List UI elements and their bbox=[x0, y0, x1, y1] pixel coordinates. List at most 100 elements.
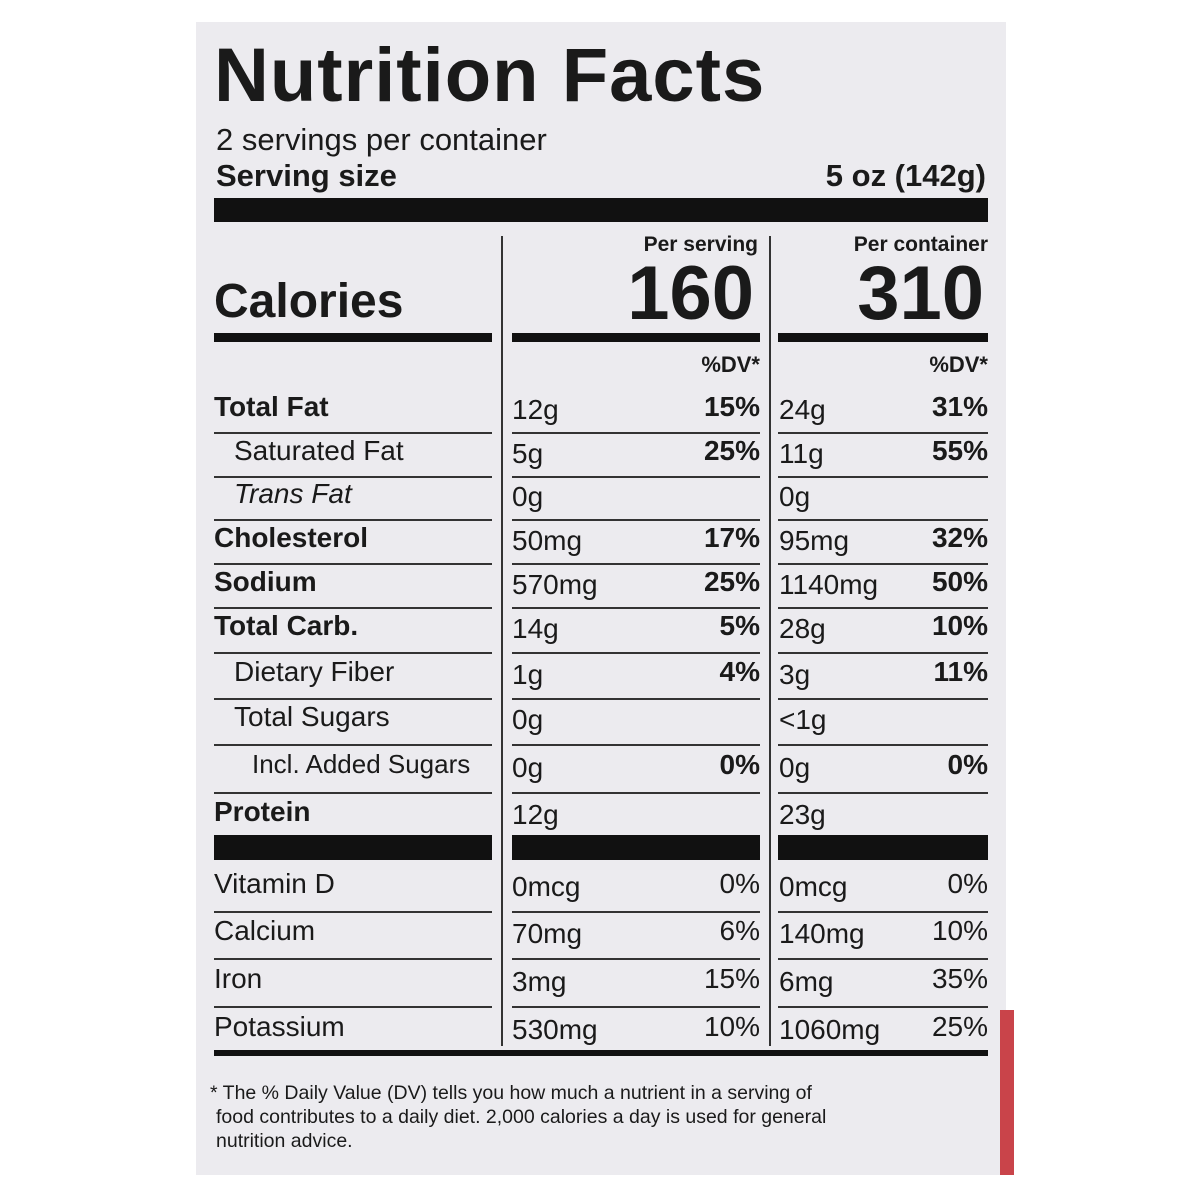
amount: 0g bbox=[512, 704, 544, 735]
daily-value-container: 31% bbox=[931, 391, 988, 422]
row-rule bbox=[778, 698, 988, 700]
title: Nutrition Facts bbox=[214, 33, 766, 118]
row-rule bbox=[214, 744, 492, 746]
column-divider bbox=[769, 236, 771, 1046]
footnote: * The % Daily Value (DV) tells you how m… bbox=[210, 1082, 812, 1104]
nutrient-name: Incl. Added Sugars bbox=[252, 749, 471, 779]
row-rule bbox=[214, 563, 492, 565]
package-edge bbox=[1000, 1010, 1014, 1175]
row-rule bbox=[214, 432, 492, 434]
vitamin-rule bbox=[214, 835, 492, 860]
amount-container: 3g bbox=[779, 659, 811, 690]
nutrient-name: Saturated Fat bbox=[234, 435, 404, 466]
row-rule bbox=[512, 698, 760, 700]
row-rule bbox=[214, 607, 492, 609]
daily-value-container: 11% bbox=[933, 656, 989, 687]
daily-value: 17% bbox=[703, 522, 760, 553]
daily-value: 0% bbox=[719, 749, 760, 780]
amount-container: 0g bbox=[779, 752, 811, 783]
per-container-label: Per container bbox=[853, 233, 988, 256]
amount-container: 0g bbox=[779, 481, 811, 512]
row-rule bbox=[214, 958, 492, 960]
daily-value: 25% bbox=[703, 566, 760, 597]
footer-rule bbox=[214, 1050, 988, 1056]
amount-container: 28g bbox=[779, 613, 826, 644]
row-rule bbox=[512, 652, 760, 654]
amount: 50mg bbox=[512, 525, 583, 556]
per-serving-label: Per serving bbox=[643, 233, 758, 256]
row-rule bbox=[778, 744, 988, 746]
daily-value-container: 0% bbox=[947, 749, 988, 780]
row-rule bbox=[512, 911, 760, 913]
amount-container: 0mcg bbox=[779, 871, 848, 902]
daily-value: 15% bbox=[703, 963, 760, 994]
nutrient-name: Iron bbox=[214, 963, 263, 994]
nutrient-name: Dietary Fiber bbox=[234, 656, 395, 687]
daily-value: 0% bbox=[719, 868, 760, 899]
amount-container: 95mg bbox=[779, 525, 850, 556]
label-panel bbox=[196, 22, 1006, 1175]
amount: 5g bbox=[512, 438, 544, 469]
column-divider bbox=[501, 236, 503, 1046]
row-rule bbox=[778, 519, 988, 521]
row-rule bbox=[778, 652, 988, 654]
row-rule bbox=[778, 1006, 988, 1008]
amount-container: 23g bbox=[779, 799, 826, 830]
dv-header: %DV* bbox=[929, 352, 988, 377]
amount-container: 1140mg bbox=[779, 569, 879, 600]
row-rule bbox=[214, 519, 492, 521]
row-rule bbox=[214, 698, 492, 700]
row-rule bbox=[778, 911, 988, 913]
footnote: nutrition advice. bbox=[216, 1130, 353, 1152]
amount: 14g bbox=[512, 613, 559, 644]
amount: 3mg bbox=[512, 966, 567, 997]
nutrient-name: Total Fat bbox=[214, 391, 329, 422]
row-rule bbox=[512, 792, 760, 794]
daily-value: 10% bbox=[703, 1011, 760, 1042]
amount: 70mg bbox=[512, 918, 583, 949]
row-rule bbox=[512, 607, 760, 609]
daily-value-container: 0% bbox=[947, 868, 988, 899]
amount: 0mcg bbox=[512, 871, 581, 902]
daily-value: 5% bbox=[719, 610, 760, 641]
nutrient-name: Trans Fat bbox=[234, 478, 352, 509]
daily-value-container: 10% bbox=[931, 610, 988, 641]
amount: 1g bbox=[512, 659, 544, 690]
amount-container: 140mg bbox=[779, 918, 865, 949]
nutrient-name: Total Sugars bbox=[234, 701, 390, 732]
vitamin-rule bbox=[778, 835, 988, 860]
row-rule bbox=[778, 432, 988, 434]
calories-label: Calories bbox=[214, 275, 404, 328]
daily-value: 25% bbox=[703, 435, 760, 466]
nutrient-name: Calcium bbox=[214, 915, 316, 946]
nutrient-name: Sodium bbox=[214, 566, 317, 597]
row-rule bbox=[512, 476, 760, 478]
row-rule bbox=[512, 432, 760, 434]
amount-container: <1g bbox=[779, 704, 827, 735]
row-rule bbox=[512, 1006, 760, 1008]
thick-rule bbox=[214, 198, 988, 222]
row-rule bbox=[214, 1006, 492, 1008]
footnote: food contributes to a daily diet. 2,000 … bbox=[216, 1106, 827, 1128]
daily-value-container: 50% bbox=[931, 566, 988, 597]
nutrient-name: Potassium bbox=[214, 1011, 345, 1042]
amount: 0g bbox=[512, 481, 544, 512]
row-rule bbox=[512, 958, 760, 960]
row-rule bbox=[778, 958, 988, 960]
amount-container: 11g bbox=[779, 438, 824, 469]
vitamin-rule bbox=[512, 835, 760, 860]
daily-value: 4% bbox=[719, 656, 760, 687]
amount-container: 1060mg bbox=[779, 1014, 881, 1045]
amount: 12g bbox=[512, 394, 559, 425]
nutrient-name: Total Carb. bbox=[214, 610, 359, 641]
row-rule bbox=[778, 792, 988, 794]
row-rule bbox=[214, 792, 492, 794]
row-rule bbox=[778, 476, 988, 478]
nutrient-name: Cholesterol bbox=[214, 522, 369, 553]
amount-container: 6mg bbox=[779, 966, 834, 997]
daily-value-container: 55% bbox=[931, 435, 988, 466]
calories-rule bbox=[778, 333, 988, 342]
calories-rule bbox=[214, 333, 492, 342]
nutrient-name: Vitamin D bbox=[214, 868, 335, 899]
